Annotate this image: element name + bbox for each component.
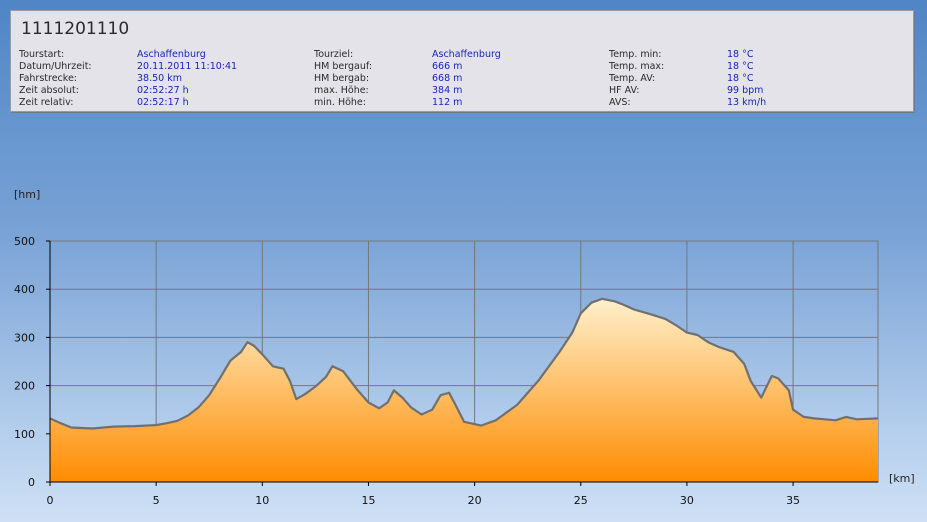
- info-label: Tourziel:: [314, 49, 354, 60]
- info-label: Tourstart:: [19, 49, 65, 60]
- info-value: 18 °C: [727, 49, 754, 60]
- info-label: Temp. AV:: [609, 73, 656, 84]
- y-tick-label: 300: [14, 331, 35, 344]
- info-value: 38.50 km: [137, 73, 182, 84]
- info-label: HF AV:: [609, 85, 640, 96]
- x-tick-label: 5: [153, 494, 160, 507]
- y-tick-label: 200: [14, 380, 35, 393]
- info-label: HM bergab:: [314, 73, 370, 84]
- y-tick-label: 100: [14, 428, 35, 441]
- info-value: 20.11.2011 11:10:41: [137, 61, 238, 72]
- info-label: Temp. max:: [609, 61, 665, 72]
- info-value: 668 m: [432, 73, 463, 84]
- info-value: 02:52:27 h: [137, 85, 189, 96]
- x-tick-label: 0: [47, 494, 54, 507]
- info-value: 666 m: [432, 61, 463, 72]
- info-label: max. Höhe:: [314, 85, 369, 96]
- info-value: 112 m: [432, 97, 463, 108]
- info-label: Temp. min:: [609, 49, 662, 60]
- info-label: Fahrstrecke:: [19, 73, 77, 84]
- info-value: 99 bpm: [727, 85, 764, 96]
- info-value: Aschaffenburg: [432, 49, 501, 60]
- x-tick-label: 15: [361, 494, 375, 507]
- info-value: Aschaffenburg: [137, 49, 206, 60]
- y-tick-label: 500: [14, 235, 35, 248]
- chart-axes: 0 5 10 15 20 25 30 35 0 100 200 300 400 500: [14, 235, 878, 507]
- x-tick-label: 30: [680, 494, 694, 507]
- info-value: 18 °C: [727, 73, 754, 84]
- x-tick-label: 20: [468, 494, 482, 507]
- elevation-line: [49, 297, 879, 430]
- x-tick-label: 10: [255, 494, 269, 507]
- info-value: 13 km/h: [727, 97, 767, 108]
- x-tick-label: 25: [574, 494, 588, 507]
- y-axis-unit-label: [hm]: [14, 188, 40, 201]
- info-value: 02:52:17 h: [137, 97, 189, 108]
- info-label: AVS:: [609, 97, 631, 108]
- y-tick-label: 400: [14, 283, 35, 296]
- info-label: Datum/Uhrzeit:: [19, 61, 92, 72]
- elevation-area: [50, 298, 878, 482]
- y-tick-label: 0: [28, 476, 35, 489]
- tour-title: 1111201110: [21, 19, 130, 39]
- info-label: HM bergauf:: [314, 61, 373, 72]
- info-label: min. Höhe:: [314, 97, 366, 108]
- tour-info-panel: 1111201110 Tourstart: Aschaffenburg Datum/…: [10, 10, 914, 112]
- info-value: 18 °C: [727, 61, 754, 72]
- info-value: 384 m: [432, 85, 463, 96]
- info-label: Zeit relativ:: [19, 97, 74, 108]
- x-tick-label: 35: [786, 494, 800, 507]
- x-axis-unit-label: [km]: [889, 472, 915, 485]
- info-label: Zeit absolut:: [19, 85, 79, 96]
